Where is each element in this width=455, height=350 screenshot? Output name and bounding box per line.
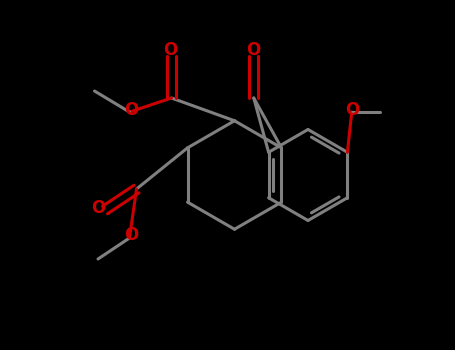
Text: O: O bbox=[344, 101, 359, 119]
Text: O: O bbox=[124, 225, 138, 244]
Text: O: O bbox=[247, 41, 261, 59]
Text: O: O bbox=[162, 41, 177, 59]
Text: O: O bbox=[91, 199, 105, 217]
Text: O: O bbox=[124, 101, 138, 119]
